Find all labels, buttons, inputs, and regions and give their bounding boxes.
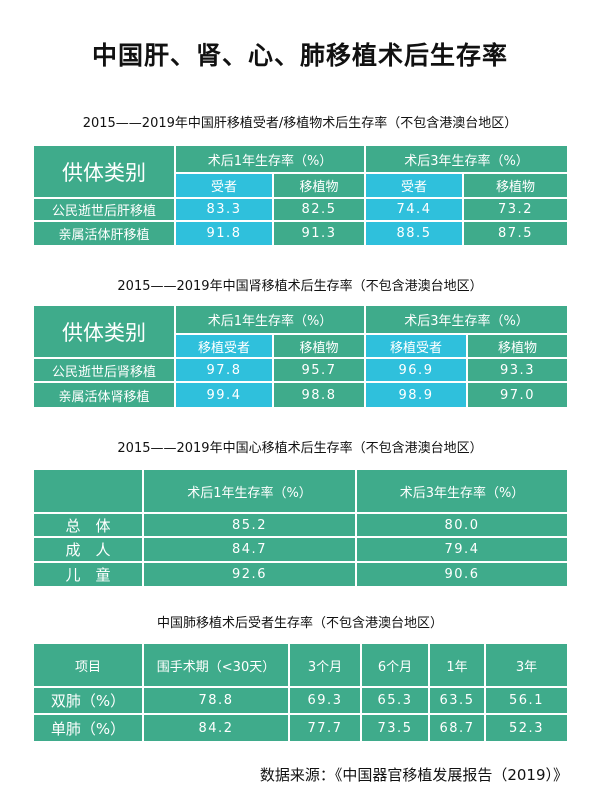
cell: 91.8 [174,220,274,247]
cell: 73.2 [462,197,569,222]
cell: 99.4 [174,381,274,409]
cell: 97.0 [466,381,569,409]
corner-header: 供体类别 [32,144,176,199]
cell: 83.3 [174,197,274,222]
column-header: 3年 [484,642,569,688]
sub-header: 移植受者 [364,333,468,359]
row-label: 成 人 [32,536,144,563]
sub-header: 移植物 [466,333,569,359]
table-row: 总 体 85.2 80.0 [32,512,569,538]
sub-header: 移植物 [272,333,366,359]
page-title: 中国肝、肾、心、肺移植术后生存率 [91,41,508,70]
cell: 78.8 [142,686,290,715]
group-header: 术后3年生存率（%） [364,304,569,335]
column-header: 6个月 [360,642,430,688]
group-header: 术后1年生存率（%） [174,144,366,174]
row-label: 双肺（%） [32,686,144,715]
kidney-table: 供体类别 术后1年生存率（%） 术后3年生存率（%） 移植受者 移植物 移植受者… [32,304,569,409]
cell: 63.5 [428,686,486,715]
table-row: 公民逝世后肾移植 97.8 95.7 96.9 93.3 [32,357,569,383]
cell: 84.2 [142,713,290,743]
table-row: 儿 童 92.6 90.6 [32,561,569,588]
group-header: 术后1年生存率（%） [174,304,366,335]
cell: 95.7 [272,357,366,383]
lung-table-title: 中国肺移植术后受者生存率（不包含港澳台地区） [156,616,443,631]
cell: 77.7 [288,713,362,743]
sub-header: 移植物 [462,172,569,199]
row-label: 公民逝世后肝移植 [32,197,176,222]
kidney-table-title: 2015——2019年中国肾移植术后生存率（不包含港澳台地区） [117,279,483,294]
cell: 79.4 [355,536,569,563]
cell: 96.9 [364,357,468,383]
cell: 52.3 [484,713,569,743]
row-label: 单肺（%） [32,713,144,743]
sub-header: 移植物 [272,172,366,199]
sub-header: 受者 [364,172,464,199]
cell: 88.5 [364,220,464,247]
group-header: 术后3年生存率（%） [364,144,569,174]
cell: 73.5 [360,713,430,743]
cell: 56.1 [484,686,569,715]
sub-header: 移植受者 [174,333,274,359]
cell: 92.6 [142,561,357,588]
sub-header: 受者 [174,172,274,199]
row-label: 儿 童 [32,561,144,588]
liver-table-title: 2015——2019年中国肝移植受者/移植物术后生存率（不包含港澳台地区） [82,116,518,131]
table-row: 亲属活体肾移植 99.4 98.8 98.9 97.0 [32,381,569,409]
data-source: 数据来源：《中国器官移植发展报告（2019）》 [259,766,568,784]
cell: 97.8 [174,357,274,383]
cell: 93.3 [466,357,569,383]
column-header: 围手术期（<30天） [142,642,290,688]
table-row: 单肺（%） 84.2 77.7 73.5 68.7 52.3 [32,713,569,743]
column-header: 3个月 [288,642,362,688]
cell: 80.0 [355,512,569,538]
row-label: 亲属活体肾移植 [32,381,176,409]
cell: 90.6 [355,561,569,588]
cell: 84.7 [142,536,357,563]
cell: 98.9 [364,381,468,409]
corner-header [32,468,144,514]
cell: 82.5 [272,197,366,222]
cell: 69.3 [288,686,362,715]
row-label: 亲属活体肝移植 [32,220,176,247]
lung-table: 项目 围手术期（<30天） 3个月 6个月 1年 3年 双肺（%） 78.8 6… [32,642,569,743]
row-label: 公民逝世后肾移植 [32,357,176,383]
cell: 87.5 [462,220,569,247]
row-label: 总 体 [32,512,144,538]
table-row: 亲属活体肝移植 91.8 91.3 88.5 87.5 [32,220,569,247]
cell: 74.4 [364,197,464,222]
cell: 98.8 [272,381,366,409]
column-header: 项目 [32,642,144,688]
cell: 91.3 [272,220,366,247]
cell: 85.2 [142,512,357,538]
table-row: 公民逝世后肝移植 83.3 82.5 74.4 73.2 [32,197,569,222]
column-header: 1年 [428,642,486,688]
column-header: 术后1年生存率（%） [142,468,357,514]
heart-table-title: 2015——2019年中国心移植术后生存率（不包含港澳台地区） [117,441,483,456]
column-header: 术后3年生存率（%） [355,468,569,514]
liver-table: 供体类别 术后1年生存率（%） 术后3年生存率（%） 受者 移植物 受者 移植物… [32,144,569,247]
table-row: 成 人 84.7 79.4 [32,536,569,563]
cell: 65.3 [360,686,430,715]
table-row: 双肺（%） 78.8 69.3 65.3 63.5 56.1 [32,686,569,715]
heart-table: 术后1年生存率（%） 术后3年生存率（%） 总 体 85.2 80.0 成 人 … [32,468,569,588]
corner-header: 供体类别 [32,304,176,359]
cell: 68.7 [428,713,486,743]
